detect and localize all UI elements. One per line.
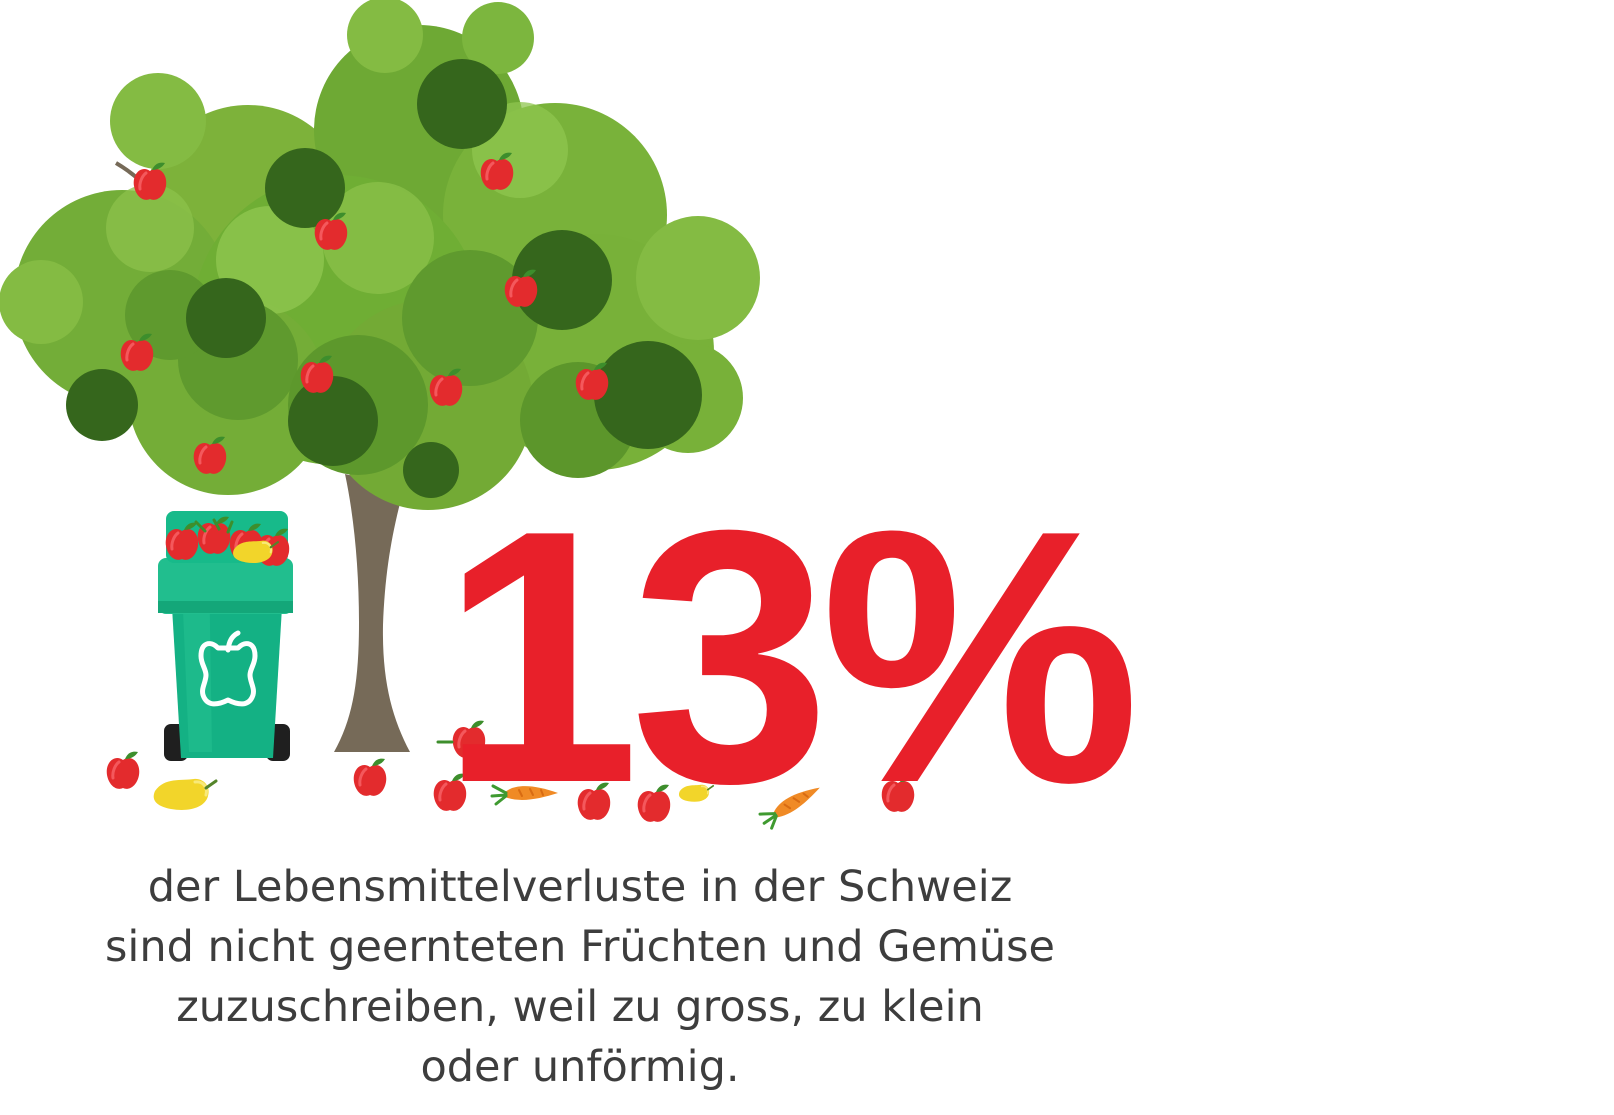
tree-trunk [334,474,410,752]
caption-line: der Lebensmittelverluste in der Schweiz [147,862,1013,912]
caption-line: sind nicht geernteten Früchten und Gemüs… [104,922,1056,972]
caption-line: zuzuschreiben, weil zu gross, zu klein [176,982,984,1032]
pear-icon [152,777,218,812]
statistic-caption: der Lebensmittelverluste in der Schweiz … [20,857,1140,1097]
apple-icon [105,750,141,791]
apple-core-icon [198,630,258,707]
tree-canopy [0,0,760,510]
bin-produce [164,515,291,568]
apple-icon [352,757,388,798]
compost-bin-icon [158,511,293,761]
apple-tree-icon [0,0,760,752]
caption-line: oder unförmig. [420,1042,740,1092]
scattered-produce [105,719,916,832]
statistic-percentage: 13% [440,456,1141,858]
